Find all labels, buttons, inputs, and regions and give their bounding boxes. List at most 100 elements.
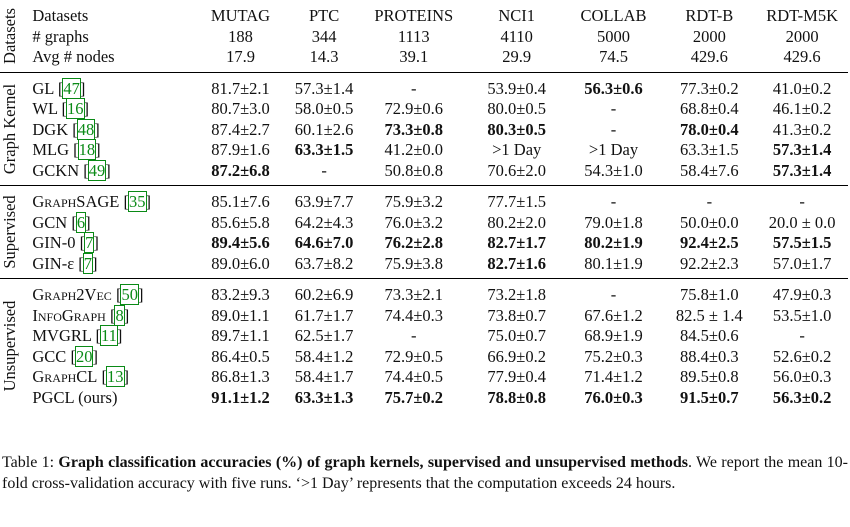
citation-link[interactable]: 20 xyxy=(74,345,94,367)
result-cell: 89.7±1.1 xyxy=(211,326,270,345)
result-cell: 57.3±1.4 xyxy=(772,140,832,159)
result-cell: 91.1±1.2 xyxy=(211,387,270,407)
header-row-label: Avg # nodes xyxy=(32,47,115,66)
result-cell: - xyxy=(610,99,617,118)
result-cell: 58.4±1.2 xyxy=(294,346,354,366)
result-cell: 63.7±8.2 xyxy=(294,253,354,273)
result-cell: 62.5±1.7 xyxy=(294,326,354,345)
result-cell: 73.2±1.8 xyxy=(468,278,565,306)
result-cell: >1 Day xyxy=(492,140,542,159)
citation-link[interactable]: 7 xyxy=(82,252,94,274)
result-cell: 56.3±0.6 xyxy=(564,71,663,99)
citation-link[interactable]: 35 xyxy=(128,191,147,212)
caption-rest-text: . We report the mean 10-fold cross-valid… xyxy=(2,454,849,492)
result-cell: 75.9±3.8 xyxy=(384,253,444,273)
result-cell: 53.5±1.0 xyxy=(772,305,832,325)
header-cell: PTC xyxy=(308,6,340,25)
citation-link[interactable]: 49 xyxy=(87,159,107,181)
citation-link[interactable]: 11 xyxy=(99,325,118,346)
table-row: PGCL (ours) 91.1±1.2 63.3±1.3 75.7±0.2 78.8±… xyxy=(0,388,848,413)
result-cell: 80.0±0.5 xyxy=(487,99,546,118)
group-label-text: Datasets xyxy=(0,7,19,64)
result-cell: 64.6±7.0 xyxy=(294,233,354,252)
result-cell: 77.9±0.4 xyxy=(487,367,546,386)
result-cell: 58.0±0.5 xyxy=(294,99,354,118)
result-cell: 66.9±0.2 xyxy=(487,346,546,366)
table-row: GIN-ε [7] 89.0±6.0 63.7±8.2 75.9±3.8 82.7±1.… xyxy=(0,252,848,279)
result-cell: 78.0±0.4 xyxy=(680,119,739,139)
caption-prefix: Table 1: xyxy=(2,454,59,471)
method-label: GCKN xyxy=(32,160,80,180)
citation-link[interactable]: 48 xyxy=(76,118,96,140)
table-row: GCKN [49] 87.2±6.8 - 50.8±0.8 70.6±2.0 54.3±1… xyxy=(0,159,848,186)
header-cell: 429.6 xyxy=(690,47,728,66)
result-cell: 54.3±1.0 xyxy=(584,160,643,180)
result-cell: 73.8±0.7 xyxy=(487,305,546,325)
result-cell: 82.7±1.6 xyxy=(487,253,546,273)
method-name: PGCL (ours) xyxy=(20,388,191,413)
result-cell: 92.4±2.5 xyxy=(680,233,739,252)
result-cell: - xyxy=(411,326,417,345)
result-cell: 60.1±2.6 xyxy=(294,119,354,139)
result-cell: 82.7±1.7 xyxy=(487,233,546,252)
result-cell: 80.3±0.5 xyxy=(487,119,546,139)
result-cell: - xyxy=(610,119,617,139)
result-cell: 46.1±0.2 xyxy=(772,99,832,118)
method-name: GraphCL [13] xyxy=(32,366,130,387)
result-cell: 87.2±6.8 xyxy=(211,160,270,180)
header-cell: MUTAG xyxy=(210,6,271,25)
result-cell: 20.0 ± 0.0 xyxy=(768,212,836,232)
result-cell: 89.0±6.0 xyxy=(211,253,270,273)
result-cell: 78.8±0.8 xyxy=(487,387,546,407)
header-cell: PROTEINS xyxy=(374,6,454,25)
result-cell: 75.7±0.2 xyxy=(384,387,444,407)
result-cell: 73.3±2.1 xyxy=(358,278,469,306)
result-cell: 41.0±0.2 xyxy=(756,71,848,99)
group-label-1: Supervised xyxy=(0,185,21,279)
header-cell: 2000 xyxy=(785,26,819,46)
result-cell: 75.0±0.7 xyxy=(487,326,546,345)
group-label-datasets: Datasets xyxy=(0,0,20,72)
header-row-label: # graphs xyxy=(32,26,89,46)
citation-link[interactable]: 13 xyxy=(106,366,125,387)
result-cell: 56.0±0.3 xyxy=(772,367,832,386)
table-row: Supervised GraphSAGE [35] 85.1±7.6 63.9±7.7… xyxy=(0,185,848,279)
header-cell: 2000 xyxy=(692,26,726,46)
result-cell: - xyxy=(662,185,757,213)
result-cell: 89.5±0.8 xyxy=(680,367,739,386)
header-cell: 39.1 xyxy=(399,47,429,66)
citation-link[interactable]: 6 xyxy=(75,211,87,233)
result-cell: 70.6±2.0 xyxy=(487,160,546,180)
result-cell: 74.4±0.3 xyxy=(384,305,444,325)
result-cell: 72.9±0.5 xyxy=(384,346,444,366)
citation-link[interactable]: 16 xyxy=(66,98,85,119)
citation-link[interactable]: 7 xyxy=(84,232,95,253)
header-cell: 4110 xyxy=(500,26,533,46)
group-label-2: Unsupervised xyxy=(0,278,21,412)
results-table: Datasets Datasets MUTAG PTC PROTEINS NCI1 COLL… xyxy=(0,0,848,413)
method-name: GCC [20] xyxy=(32,345,98,367)
table-row: MLG [18] 87.9±1.6 63.3±1.5 41.2±0.0 >1 Day >1… xyxy=(0,139,848,161)
table-row: DGK [48] 87.4±2.7 60.1±2.6 73.3±0.8 80.3±0.5… xyxy=(0,118,848,141)
citation-link[interactable]: 47 xyxy=(62,77,81,99)
result-cell: 57.5±1.5 xyxy=(772,233,832,252)
table-row: GIN-0 [7] 89.4±5.6 64.6±7.0 76.2±2.8 82.7±1.… xyxy=(0,232,848,254)
citation-link[interactable]: 8 xyxy=(114,304,125,326)
group-label-0: Graph Kernel xyxy=(0,71,21,186)
result-cell: 76.0±0.3 xyxy=(584,387,643,407)
result-cell: 84.5±0.6 xyxy=(680,326,739,345)
header-cell: 17.9 xyxy=(226,47,255,66)
header-row: Avg # nodes 17.9 14.3 39.1 29.9 74.5 429.6 429.… xyxy=(0,47,848,72)
header-cell: COLLAB xyxy=(580,6,647,25)
citation-link[interactable]: 18 xyxy=(77,139,97,160)
result-cell: 74.4±0.5 xyxy=(384,367,444,386)
header-cell: RDT-M5K xyxy=(766,6,839,25)
header-cell: 429.6 xyxy=(783,47,821,66)
citation-link[interactable]: 50 xyxy=(120,284,139,305)
header-cell: NCI1 xyxy=(498,6,536,25)
result-cell: 85.6±5.8 xyxy=(211,212,270,232)
header-cell: 5000 xyxy=(597,26,631,46)
table-caption: Table 1: Graph classification accuracies… xyxy=(2,453,848,494)
result-cell: 41.2±0.0 xyxy=(384,140,444,159)
result-cell: 80.2±1.9 xyxy=(584,233,643,252)
